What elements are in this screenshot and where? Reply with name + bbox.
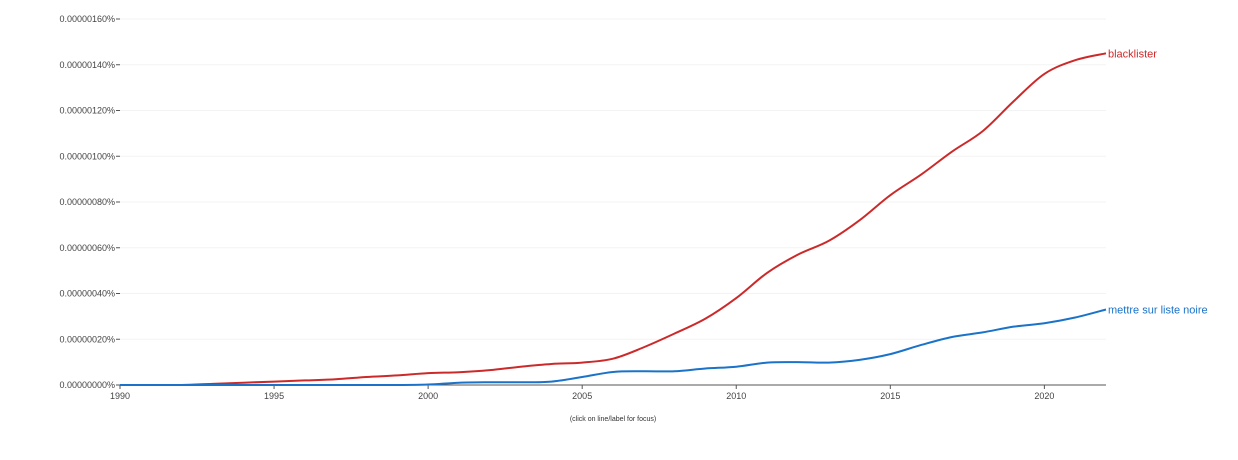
y-tick-label: 0.00000160% — [59, 14, 115, 24]
x-tick-label: 2000 — [418, 391, 438, 401]
y-tick-label: 0.00000120% — [59, 106, 115, 116]
x-tick-label: 1990 — [110, 391, 130, 401]
series-line-blacklister[interactable] — [120, 52, 1107, 386]
series-layer — [120, 52, 1107, 386]
x-tick-label: 2020 — [1034, 391, 1054, 401]
y-tick-label: 0.00000000% — [59, 380, 115, 390]
footnote-text: (click on line/label for focus) — [570, 416, 656, 423]
x-tick-label: 1995 — [264, 391, 284, 401]
y-tick-label: 0.00000040% — [59, 289, 115, 299]
y-tick-label: 0.00000060% — [59, 243, 115, 253]
series-line-mettre-sur-liste-noire[interactable] — [120, 308, 1107, 386]
series-label-mettre-sur-liste-noire[interactable]: mettre sur liste noire — [1108, 305, 1208, 317]
series-label-layer: blacklister mettre sur liste noire — [1108, 48, 1208, 316]
axis-layer: 0.00000000% 0.00000020% 0.00000040% 0.00000… — [59, 14, 1106, 401]
y-tick-label: 0.00000140% — [59, 60, 115, 70]
series-label-blacklister[interactable]: blacklister — [1108, 48, 1157, 60]
x-tick-label: 2010 — [726, 391, 746, 401]
y-tick-label: 0.00000020% — [59, 334, 115, 344]
x-tick-label: 2015 — [880, 391, 900, 401]
y-tick-label: 0.00000080% — [59, 197, 115, 207]
grid-layer — [120, 18, 1106, 340]
x-tick-label: 2005 — [572, 391, 592, 401]
y-tick-label: 0.00000100% — [59, 151, 115, 161]
